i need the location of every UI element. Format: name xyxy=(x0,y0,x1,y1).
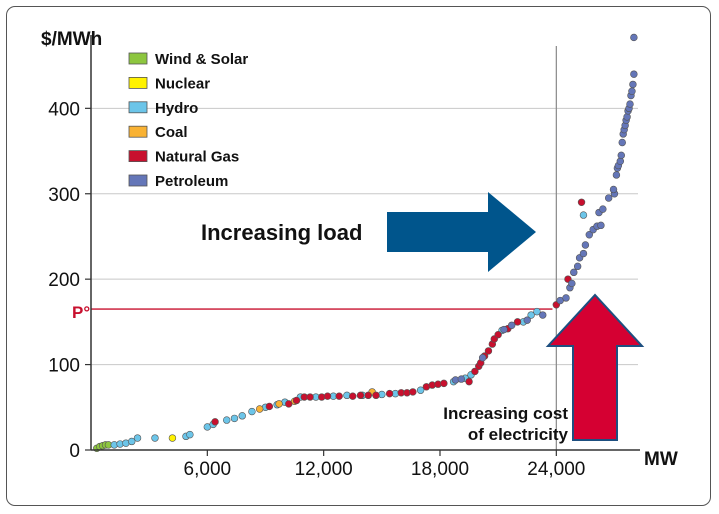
point-hydro-13 xyxy=(248,407,256,416)
point-petroleum-42 xyxy=(630,70,638,78)
point-natural-gas-3 xyxy=(292,396,301,405)
point-petroleum-2 xyxy=(478,354,487,362)
point-hydro-24 xyxy=(416,386,425,394)
point-natural-gas-22 xyxy=(471,367,479,376)
point-natural-gas-9 xyxy=(349,392,357,400)
point-petroleum-16 xyxy=(585,231,593,239)
legend-label-natural-gas: Natural Gas xyxy=(155,149,239,166)
point-petroleum-10 xyxy=(568,279,576,288)
point-natural-gas-7 xyxy=(323,392,332,400)
x-axis-title: MW xyxy=(644,449,678,470)
gridlines xyxy=(91,46,638,450)
legend-swatch-wind-solar xyxy=(128,52,148,65)
point-petroleum-14 xyxy=(579,249,588,258)
point-petroleum-43 xyxy=(630,33,638,42)
point-natural-gas-12 xyxy=(372,391,380,400)
y-axis-title: $/MWh xyxy=(41,29,102,50)
point-hydro-4 xyxy=(133,434,142,442)
point-petroleum-3 xyxy=(500,325,508,334)
legend-swatch-nuclear xyxy=(128,77,148,89)
point-coal-0 xyxy=(255,405,264,413)
point-hydro-12 xyxy=(238,412,246,420)
point-natural-gas-0 xyxy=(211,418,219,426)
point-natural-gas-8 xyxy=(335,392,343,400)
point-natural-gas-2 xyxy=(285,400,293,408)
legend-swatch-coal xyxy=(128,125,148,138)
point-nuclear-0 xyxy=(168,434,177,442)
x-tick-label-24000: 24,000 xyxy=(527,459,585,480)
legend-swatch-natural-gas xyxy=(128,150,148,163)
y-tick-label-400: 400 xyxy=(48,99,80,120)
point-petroleum-1 xyxy=(457,375,466,383)
legend-swatch-petroleum xyxy=(128,174,148,187)
point-petroleum-29 xyxy=(617,151,625,160)
point-petroleum-19 xyxy=(597,221,605,230)
y-tick-label-300: 300 xyxy=(48,185,80,206)
point-petroleum-21 xyxy=(599,205,607,213)
y-tick-label-100: 100 xyxy=(48,356,80,377)
point-natural-gas-26 xyxy=(484,347,493,355)
x-tick-label-6000: 6,000 xyxy=(184,459,232,480)
point-hydro-5 xyxy=(151,434,159,442)
point-petroleum-15 xyxy=(581,241,590,249)
point-hydro-11 xyxy=(230,414,239,423)
point-natural-gas-11 xyxy=(364,391,372,400)
y-tick-label-0: 0 xyxy=(69,441,80,462)
point-petroleum-22 xyxy=(604,194,613,202)
point-petroleum-12 xyxy=(573,262,582,271)
legend-label-nuclear: Nuclear xyxy=(155,75,210,92)
point-petroleum-25 xyxy=(612,171,621,179)
legend-label-petroleum: Petroleum xyxy=(155,173,228,190)
point-hydro-3 xyxy=(128,437,136,446)
y-tick-label-200: 200 xyxy=(48,270,80,291)
point-petroleum-11 xyxy=(570,268,578,277)
point-natural-gas-1 xyxy=(265,402,274,411)
point-petroleum-4 xyxy=(508,321,516,329)
point-natural-gas-34 xyxy=(577,198,586,206)
x-tick-label-18000: 18,000 xyxy=(411,459,469,480)
point-natural-gas-10 xyxy=(356,391,365,400)
point-petroleum-5 xyxy=(523,316,531,324)
point-petroleum-28 xyxy=(616,157,625,165)
legend-label-coal: Coal xyxy=(155,124,188,141)
increasing-cost-arrow xyxy=(545,293,645,441)
point-natural-gas-13 xyxy=(385,389,394,398)
axes: 0 100 200 300 400 6,000 12,000 18,000 24,000 xyxy=(48,35,640,480)
arrows xyxy=(387,192,645,441)
point-petroleum-38 xyxy=(626,100,634,108)
point-petroleum-30 xyxy=(618,138,626,147)
increasing-load-arrow xyxy=(387,192,536,272)
point-natural-gas-16 xyxy=(409,388,417,396)
data-points xyxy=(93,33,638,452)
point-natural-gas-29 xyxy=(494,330,502,339)
point-petroleum-6 xyxy=(539,311,547,319)
legend-label-hydro: Hydro xyxy=(155,100,198,117)
point-petroleum-35 xyxy=(623,113,631,121)
increasing-cost-label-line2: of electricity xyxy=(468,425,569,444)
point-hydro-7 xyxy=(186,430,194,439)
labels: $/MWh MW P° Increasing load Increasing c… xyxy=(41,29,678,470)
increasing-cost-label-line1: Increasing cost xyxy=(443,404,568,423)
point-hydro-30 xyxy=(527,311,535,319)
point-petroleum-40 xyxy=(628,87,636,95)
legend: Wind & Solar Nuclear Hydro Coal Natural Gas P… xyxy=(128,51,248,190)
legend-swatch-hydro xyxy=(128,101,148,114)
point-natural-gas-21 xyxy=(465,377,473,386)
point-petroleum-41 xyxy=(629,80,637,89)
legend-label-wind-solar: Wind & Solar xyxy=(155,51,248,68)
point-hydro-32 xyxy=(579,211,588,219)
x-tick-label-12000: 12,000 xyxy=(295,459,353,480)
point-hydro-10 xyxy=(223,416,231,424)
point-natural-gas-20 xyxy=(440,379,448,388)
point-natural-gas-31 xyxy=(513,318,522,326)
point-hydro-31 xyxy=(533,307,541,316)
point-coal-1 xyxy=(275,400,283,408)
point-natural-gas-5 xyxy=(306,393,314,401)
increasing-load-label: Increasing load xyxy=(201,220,362,245)
reference-line-label: P° xyxy=(72,303,90,322)
point-petroleum-24 xyxy=(609,185,618,194)
point-petroleum-8 xyxy=(562,294,570,302)
